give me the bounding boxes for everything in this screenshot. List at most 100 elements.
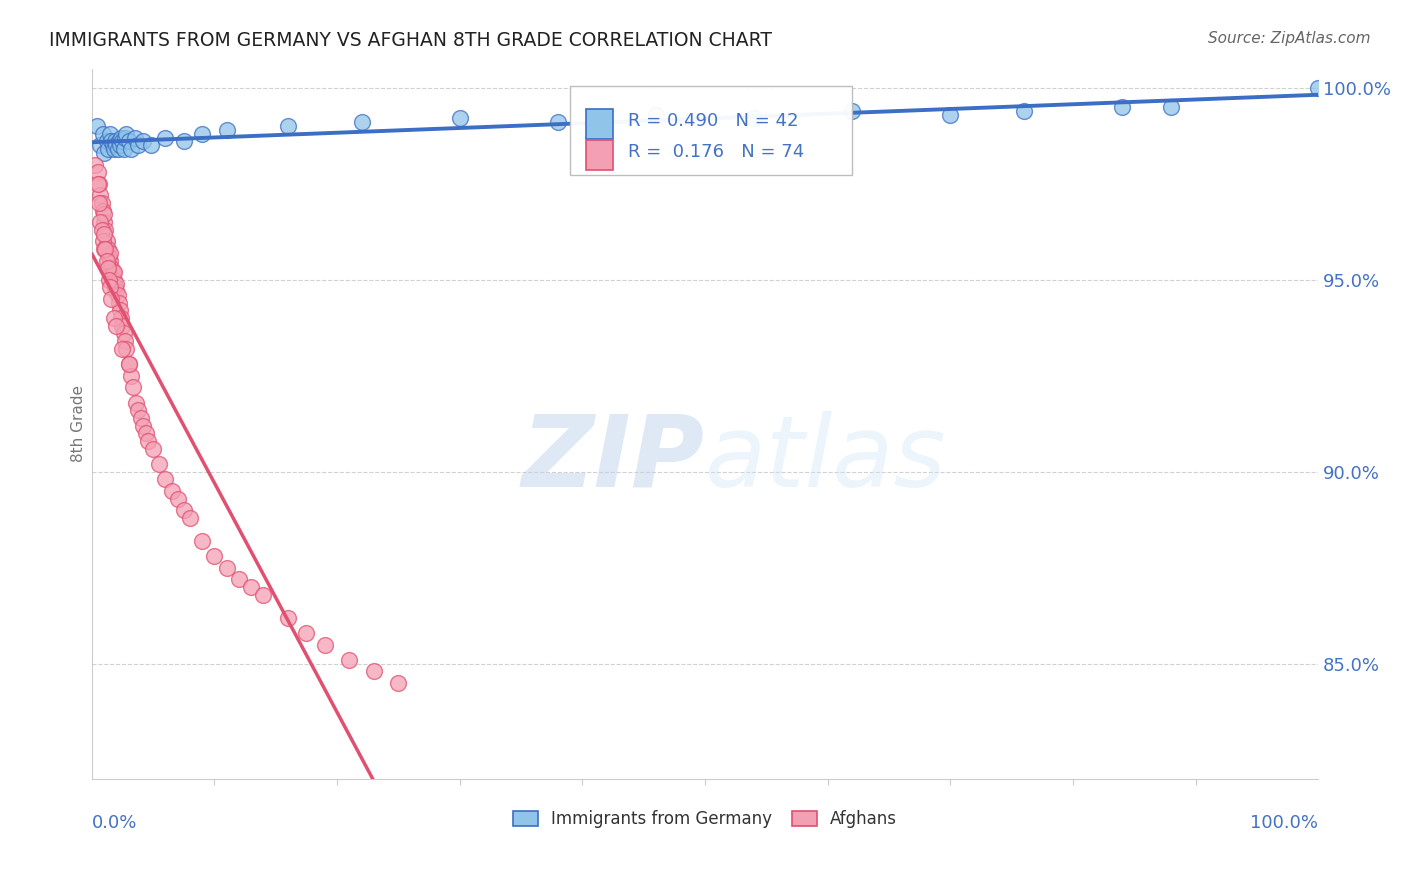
- Point: [228, 572, 250, 586]
- FancyBboxPatch shape: [586, 140, 613, 170]
- Point: [103, 311, 125, 326]
- Point: [100, 292, 122, 306]
- Point: [94, 242, 117, 256]
- Point: [111, 135, 134, 149]
- Text: IMMIGRANTS FROM GERMANY VS AFGHAN 8TH GRADE CORRELATION CHART: IMMIGRANTS FROM GERMANY VS AFGHAN 8TH GR…: [49, 31, 772, 50]
- Point: [98, 245, 121, 260]
- Point: [173, 135, 195, 149]
- Point: [89, 177, 111, 191]
- FancyBboxPatch shape: [569, 87, 852, 175]
- Point: [93, 146, 115, 161]
- Point: [89, 215, 111, 229]
- Point: [93, 227, 115, 241]
- Point: [314, 638, 336, 652]
- Point: [363, 665, 385, 679]
- Point: [107, 288, 129, 302]
- Point: [127, 138, 149, 153]
- Point: [97, 142, 120, 156]
- Point: [191, 127, 214, 141]
- Point: [110, 311, 132, 326]
- Point: [645, 107, 668, 121]
- Point: [204, 549, 226, 564]
- Point: [107, 142, 129, 156]
- Point: [91, 235, 114, 249]
- Point: [142, 442, 165, 456]
- Point: [98, 280, 121, 294]
- Point: [105, 318, 128, 333]
- Point: [97, 261, 120, 276]
- Point: [115, 127, 138, 141]
- Point: [101, 138, 124, 153]
- Point: [114, 334, 136, 348]
- Point: [89, 188, 111, 202]
- Point: [120, 368, 142, 383]
- Point: [350, 115, 373, 129]
- Point: [103, 273, 125, 287]
- Point: [90, 223, 112, 237]
- Text: atlas: atlas: [704, 410, 946, 508]
- Point: [87, 177, 110, 191]
- Point: [91, 203, 114, 218]
- Point: [132, 418, 155, 433]
- Point: [127, 403, 149, 417]
- Point: [101, 265, 124, 279]
- Point: [96, 235, 118, 249]
- Point: [117, 357, 139, 371]
- Point: [86, 119, 108, 133]
- Point: [166, 491, 188, 506]
- Point: [1012, 103, 1035, 118]
- Point: [112, 142, 135, 156]
- Point: [97, 242, 120, 256]
- Point: [547, 115, 569, 129]
- Point: [155, 130, 177, 145]
- Point: [135, 426, 157, 441]
- Point: [841, 103, 863, 118]
- Point: [100, 261, 122, 276]
- Point: [132, 135, 155, 149]
- Point: [98, 127, 121, 141]
- Point: [120, 142, 142, 156]
- Point: [160, 483, 183, 498]
- Text: Source: ZipAtlas.com: Source: ZipAtlas.com: [1208, 31, 1371, 46]
- Point: [91, 127, 114, 141]
- Point: [240, 580, 263, 594]
- Point: [215, 123, 238, 137]
- Y-axis label: 8th Grade: 8th Grade: [72, 385, 86, 462]
- Legend: Immigrants from Germany, Afghans: Immigrants from Germany, Afghans: [506, 803, 904, 835]
- Point: [89, 138, 111, 153]
- Point: [148, 457, 170, 471]
- Point: [111, 342, 134, 356]
- Point: [108, 303, 131, 318]
- Point: [105, 138, 128, 153]
- Point: [96, 135, 118, 149]
- Point: [742, 112, 765, 126]
- Point: [387, 676, 409, 690]
- Point: [105, 277, 128, 291]
- Point: [277, 119, 299, 133]
- Point: [100, 135, 122, 149]
- Point: [179, 510, 201, 524]
- Point: [84, 157, 107, 171]
- Point: [98, 253, 121, 268]
- Point: [97, 273, 120, 287]
- Point: [117, 135, 139, 149]
- Text: 100.0%: 100.0%: [1250, 814, 1319, 832]
- Point: [1308, 80, 1330, 95]
- Point: [139, 138, 162, 153]
- Point: [107, 295, 129, 310]
- Point: [115, 342, 138, 356]
- Text: ZIP: ZIP: [522, 410, 704, 508]
- FancyBboxPatch shape: [586, 109, 613, 139]
- Point: [93, 242, 115, 256]
- Point: [295, 626, 318, 640]
- Point: [215, 560, 238, 574]
- Point: [124, 130, 146, 145]
- Text: R =  0.176   N = 74: R = 0.176 N = 74: [627, 143, 804, 161]
- Point: [939, 107, 962, 121]
- Point: [103, 142, 125, 156]
- Point: [110, 130, 132, 145]
- Point: [90, 195, 112, 210]
- Point: [93, 215, 115, 229]
- Point: [104, 280, 127, 294]
- Point: [122, 380, 145, 394]
